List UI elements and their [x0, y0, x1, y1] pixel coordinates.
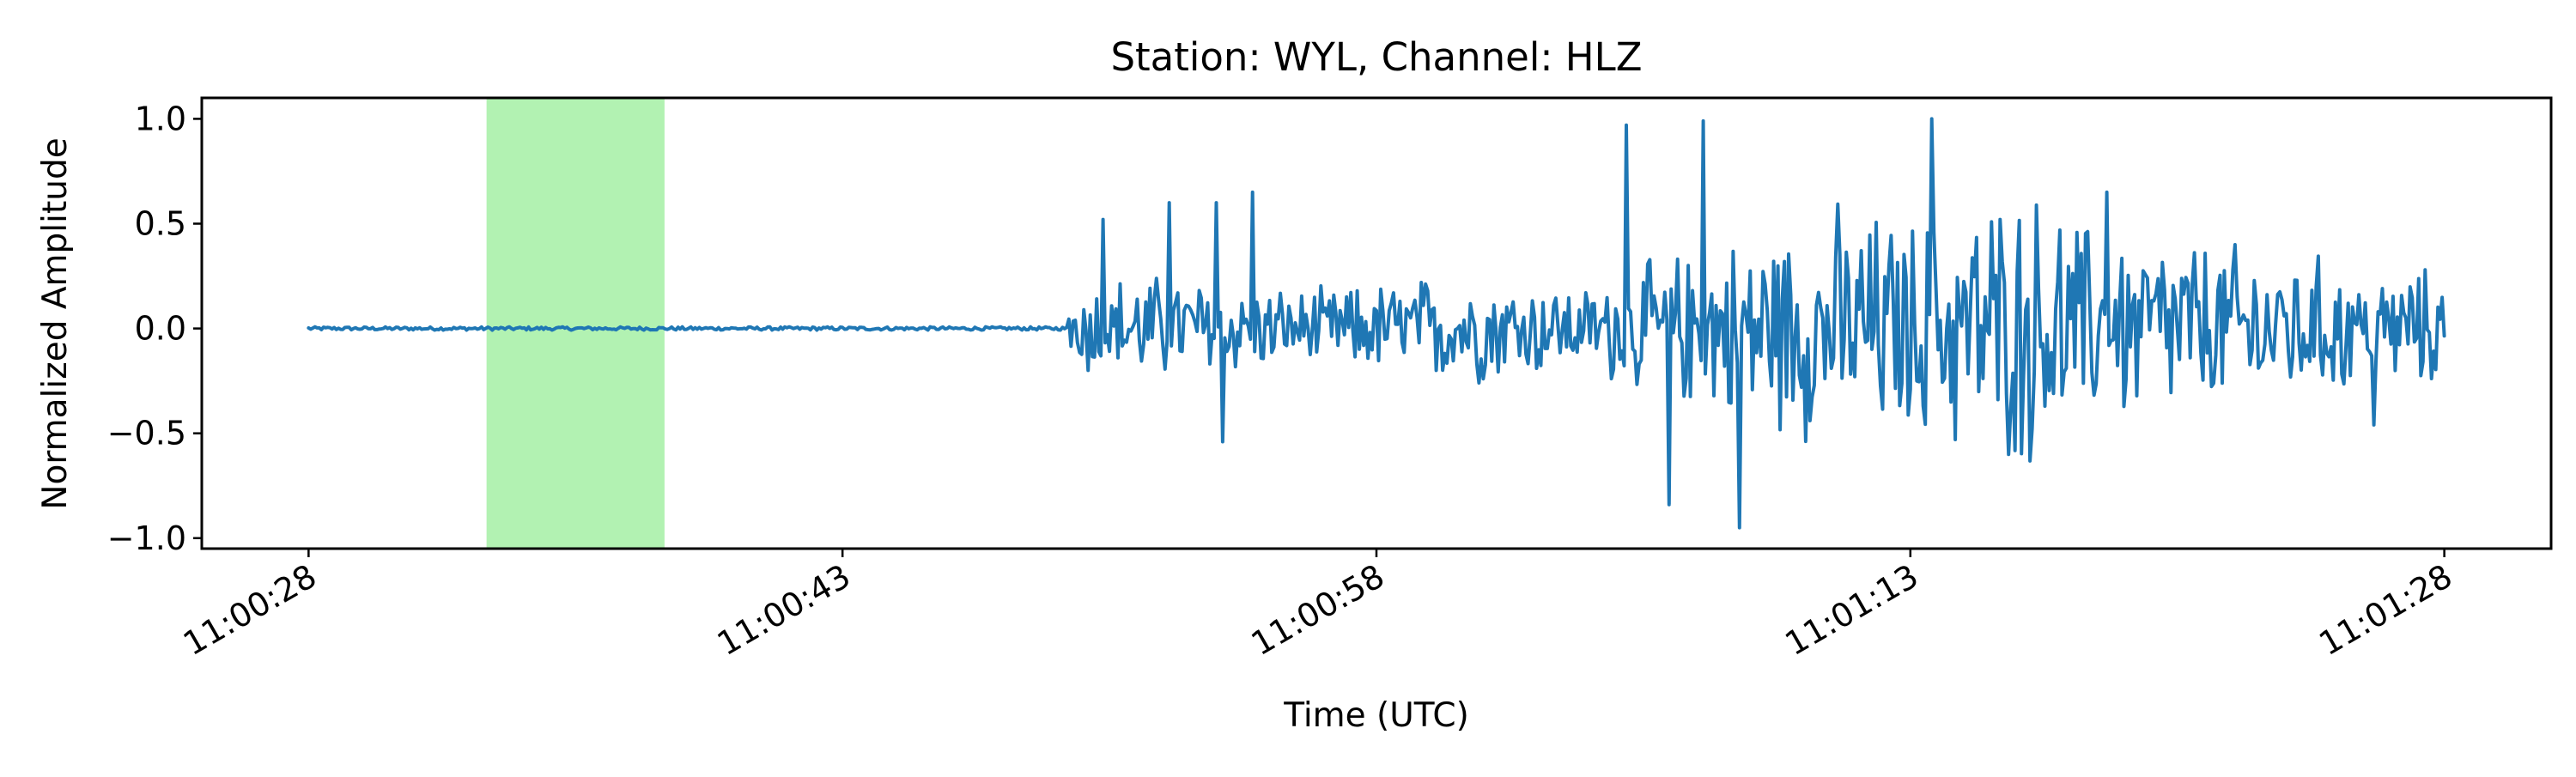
shaded-window — [486, 98, 665, 549]
x-axis-label: Time (UTC) — [1283, 696, 1469, 735]
y-tick-label: −0.5 — [107, 415, 186, 452]
chart-title: Station: WYL, Channel: HLZ — [1110, 34, 1642, 80]
y-tick-label: 0.0 — [135, 310, 186, 348]
waveform-trace — [307, 117, 2446, 530]
y-tick-label: −1.0 — [107, 519, 186, 557]
y-tick-label: 0.5 — [135, 205, 186, 243]
y-tick-label: 1.0 — [135, 100, 186, 137]
y-axis-label: Normalized Amplitude — [36, 137, 75, 509]
